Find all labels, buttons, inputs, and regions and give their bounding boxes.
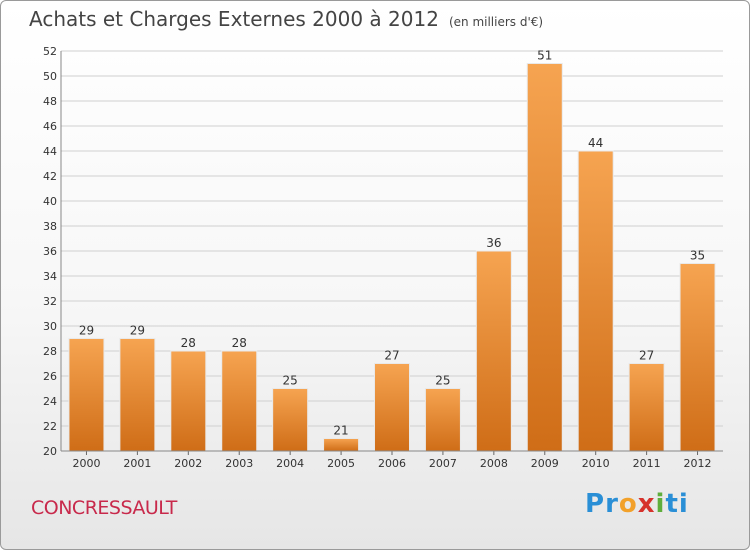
value-label: 28 <box>181 336 196 350</box>
x-tick-label: 2002 <box>174 457 202 470</box>
x-tick-label: 2004 <box>276 457 304 470</box>
x-tick-labels: 2000 2001 2002 2003 2004 2005 2006 2007 2008 2009… <box>72 451 712 470</box>
bar <box>628 363 665 452</box>
y-tick-label: 28 <box>43 345 57 358</box>
value-label: 35 <box>690 249 705 263</box>
x-tick-label: 2010 <box>582 457 610 470</box>
x-tick-label: 2007 <box>429 457 457 470</box>
y-tick-label: 30 <box>43 320 57 333</box>
bar <box>374 363 410 452</box>
bar <box>577 150 614 452</box>
x-tick-label: 2009 <box>531 457 559 470</box>
y-tick-label: 40 <box>43 195 57 208</box>
bar <box>221 350 258 452</box>
value-label: 25 <box>435 374 450 388</box>
chart-title: Achats et Charges Externes 2000 à 2012 (e… <box>29 7 543 31</box>
commune-name: CONCRESSAULT <box>31 497 177 519</box>
bar <box>323 438 360 452</box>
value-label: 28 <box>232 336 247 350</box>
x-tick-label: 2011 <box>633 457 661 470</box>
bar <box>272 388 309 452</box>
x-tick-label: 2005 <box>327 457 355 470</box>
bar <box>424 388 461 452</box>
y-tick-label: 46 <box>43 120 57 133</box>
chart-title-text: Achats et Charges Externes 2000 à 2012 <box>29 7 439 31</box>
x-tick-label: 2003 <box>225 457 253 470</box>
value-label: 21 <box>333 424 348 438</box>
y-tick-label: 32 <box>43 295 57 308</box>
y-tick-label: 20 <box>43 445 57 458</box>
y-tick-label: 52 <box>43 45 57 58</box>
x-tick-label: 2001 <box>123 457 151 470</box>
bar <box>526 63 563 452</box>
bar <box>679 263 716 452</box>
chart-unit: (en milliers d'€) <box>448 15 544 29</box>
y-tick-labels: 20 22 24 26 28 30 32 34 36 38 40 42 44 46 48 50 52 <box>43 45 57 458</box>
value-label: 44 <box>588 136 603 150</box>
value-label: 29 <box>79 324 94 338</box>
x-tick-label: 2012 <box>684 457 712 470</box>
y-tick-label: 22 <box>43 420 57 433</box>
bar <box>68 338 105 452</box>
y-tick-label: 36 <box>43 245 57 258</box>
y-tick-label: 50 <box>43 70 57 83</box>
value-labels: 29 29 28 28 25 21 27 25 36 51 44 27 35 <box>79 49 705 438</box>
x-tick-label: 2006 <box>378 457 406 470</box>
value-label: 27 <box>639 349 654 363</box>
bar <box>475 250 512 452</box>
value-label: 29 <box>130 324 145 338</box>
bar <box>119 338 156 452</box>
y-tick-label: 24 <box>43 395 57 408</box>
value-label: 51 <box>537 49 552 63</box>
y-tick-label: 42 <box>43 170 57 183</box>
y-tick-label: 38 <box>43 220 57 233</box>
x-tick-label: 2008 <box>480 457 508 470</box>
proxiti-logo: Proxiti <box>585 489 689 519</box>
bars <box>68 63 716 452</box>
y-tick-label: 44 <box>43 145 57 158</box>
x-tick-label: 2000 <box>72 457 100 470</box>
axes <box>60 51 723 452</box>
value-label: 36 <box>486 236 501 250</box>
value-label: 27 <box>384 349 399 363</box>
y-tick-label: 26 <box>43 370 57 383</box>
y-tick-label: 34 <box>43 270 57 283</box>
bar <box>170 350 207 452</box>
y-tick-label: 48 <box>43 95 57 108</box>
value-label: 25 <box>283 374 298 388</box>
